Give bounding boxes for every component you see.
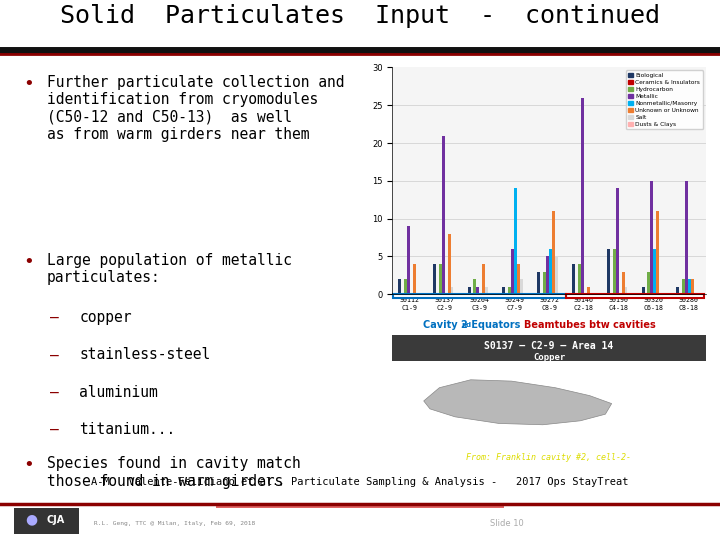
- Legend: Biological, Ceramics & Insulators, Hydrocarbon, Metallic, Nonmetallic/Masonry, U: Biological, Ceramics & Insulators, Hydro…: [626, 70, 703, 130]
- Bar: [587, 287, 590, 294]
- Text: S0137 – C2-9 – Area 14: S0137 – C2-9 – Area 14: [485, 341, 613, 351]
- Text: nd: nd: [462, 322, 472, 328]
- Bar: [467, 287, 471, 294]
- Bar: [581, 98, 584, 294]
- Bar: [607, 249, 610, 294]
- Bar: [438, 264, 441, 294]
- Bar: [517, 264, 520, 294]
- Bar: [543, 272, 546, 294]
- Text: A-M   Valente-Feliciano et al., Particulate Sampling & Analysis -   2017 Ops Sta: A-M Valente-Feliciano et al., Particulat…: [91, 477, 629, 487]
- Text: R.L. Geng, TTC @ Milan, Italy, Feb 69, 2018: R.L. Geng, TTC @ Milan, Italy, Feb 69, 2…: [94, 521, 255, 526]
- Text: Copper: Copper: [533, 354, 565, 362]
- Bar: [477, 287, 480, 294]
- Bar: [474, 279, 477, 294]
- Bar: [650, 181, 654, 294]
- Text: Equators: Equators: [468, 320, 521, 330]
- Bar: [552, 211, 555, 294]
- Bar: [404, 279, 407, 294]
- Bar: [691, 279, 694, 294]
- Text: –: –: [50, 422, 59, 437]
- Text: –: –: [50, 384, 59, 400]
- Text: Cavity 2: Cavity 2: [423, 320, 468, 330]
- Bar: [448, 234, 451, 294]
- Bar: [520, 279, 523, 294]
- Bar: [642, 287, 644, 294]
- Bar: [555, 256, 558, 294]
- Bar: [503, 287, 505, 294]
- Bar: [407, 226, 410, 294]
- Bar: [485, 287, 488, 294]
- Bar: [685, 181, 688, 294]
- Bar: [413, 264, 415, 294]
- Text: Species found in cavity match
those found in warm girders: Species found in cavity match those foun…: [47, 456, 300, 489]
- Bar: [537, 272, 540, 294]
- Bar: [392, 335, 706, 361]
- Text: From: Franklin cavity #2, cell-2-: From: Franklin cavity #2, cell-2-: [467, 453, 631, 462]
- Bar: [451, 287, 454, 294]
- Bar: [624, 287, 627, 294]
- Bar: [514, 188, 517, 294]
- Bar: [676, 287, 680, 294]
- Text: copper: copper: [79, 310, 132, 325]
- Bar: [433, 264, 436, 294]
- Text: Slide 10: Slide 10: [490, 519, 523, 528]
- Text: stainless-steel: stainless-steel: [79, 347, 210, 362]
- Bar: [216, 503, 504, 509]
- Bar: [549, 249, 552, 294]
- Text: Jefferson Lab: Jefferson Lab: [598, 517, 691, 530]
- Text: Large population of metallic
particulates:: Large population of metallic particulate…: [47, 253, 292, 285]
- Text: –: –: [50, 347, 59, 362]
- Bar: [482, 264, 485, 294]
- Text: titanium...: titanium...: [79, 422, 176, 437]
- Text: ●: ●: [25, 513, 37, 526]
- Bar: [393, 294, 566, 298]
- Bar: [613, 249, 616, 294]
- Bar: [578, 264, 581, 294]
- Text: Further particulate collection and
identification from cryomodules
(C50-12 and C: Further particulate collection and ident…: [47, 75, 344, 142]
- Bar: [508, 287, 511, 294]
- Text: Solid  Particulates  Input  -  continued: Solid Particulates Input - continued: [60, 4, 660, 28]
- Bar: [546, 256, 549, 294]
- Text: –: –: [50, 310, 59, 325]
- Text: •: •: [23, 253, 34, 271]
- Text: Beamtubes btw cavities: Beamtubes btw cavities: [524, 320, 656, 330]
- Bar: [566, 294, 704, 298]
- Text: •: •: [23, 456, 34, 474]
- Bar: [398, 279, 401, 294]
- Bar: [647, 272, 650, 294]
- Bar: [657, 211, 660, 294]
- Text: aluminium: aluminium: [79, 384, 158, 400]
- Bar: [572, 264, 575, 294]
- Bar: [14, 508, 79, 534]
- Bar: [688, 279, 691, 294]
- Bar: [616, 188, 618, 294]
- Polygon shape: [423, 380, 612, 425]
- Bar: [654, 249, 657, 294]
- Bar: [511, 249, 514, 294]
- Bar: [441, 136, 445, 294]
- Bar: [683, 279, 685, 294]
- Text: •: •: [23, 75, 34, 93]
- Text: CJA: CJA: [47, 515, 65, 525]
- Bar: [621, 272, 624, 294]
